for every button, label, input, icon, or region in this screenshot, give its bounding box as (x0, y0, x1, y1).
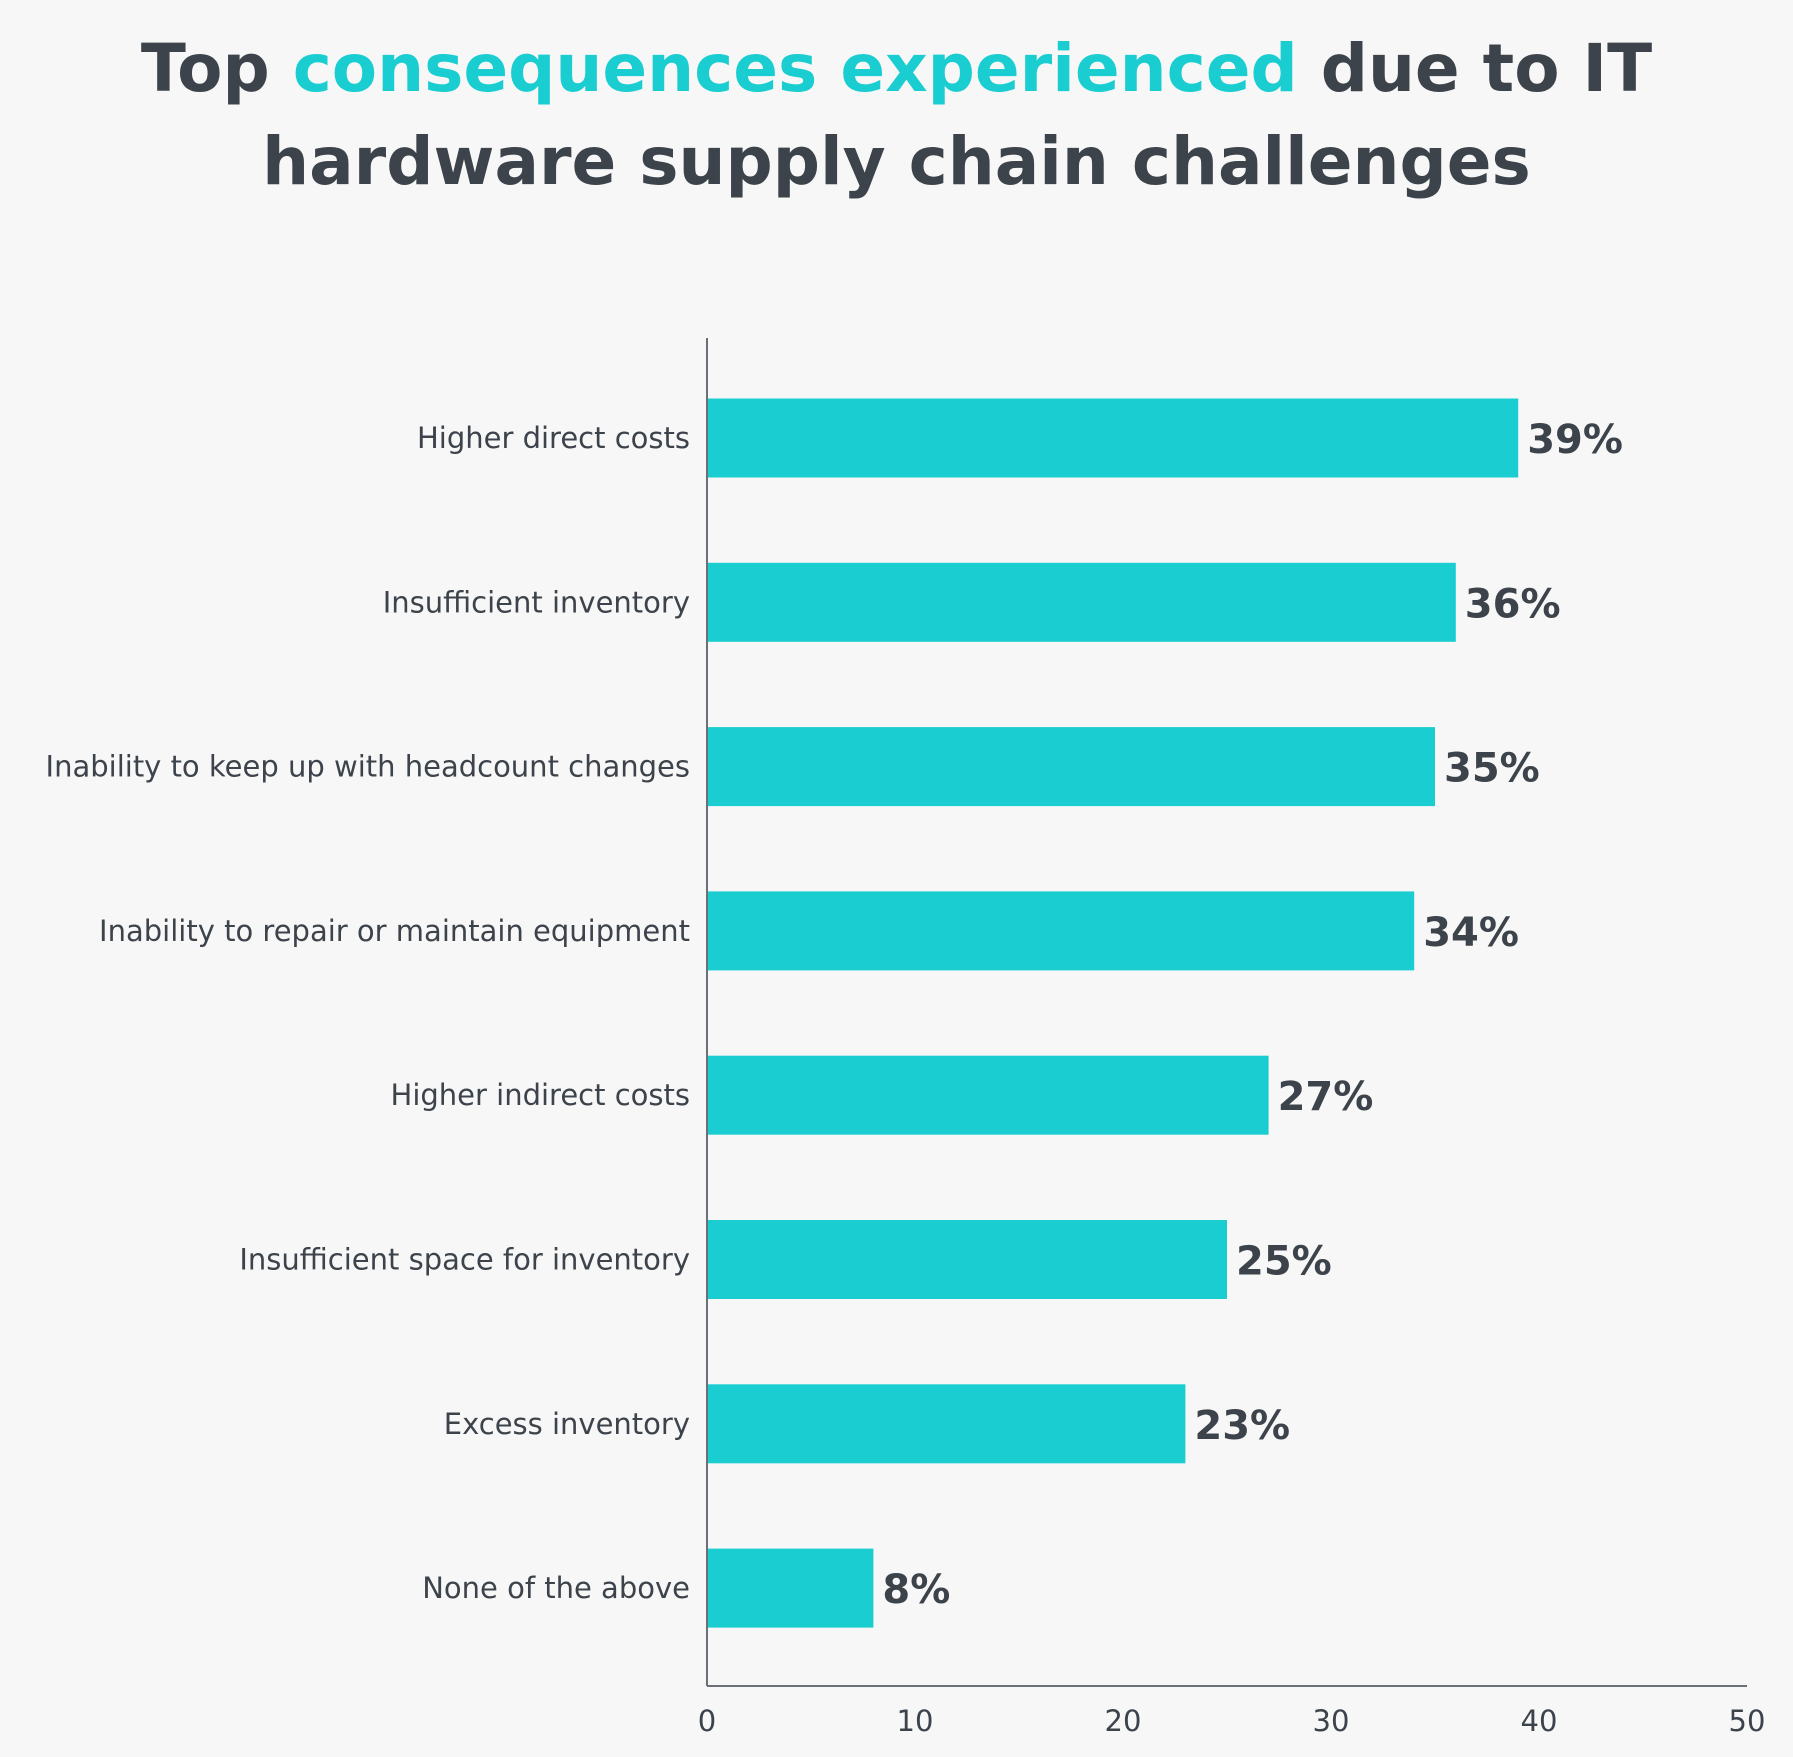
category-label: Excess inventory (444, 1407, 690, 1441)
bar (707, 1055, 1269, 1135)
value-label: 36% (1465, 581, 1561, 627)
x-tick-label: 40 (1521, 1704, 1558, 1738)
bar (707, 891, 1415, 971)
bar (707, 1384, 1186, 1464)
value-label: 39% (1527, 417, 1623, 463)
title-part-2: due to IT hardware supply chain challeng… (262, 30, 1653, 200)
bar (707, 398, 1519, 478)
bar (707, 562, 1456, 642)
value-label: 35% (1444, 746, 1540, 792)
x-tick-label: 0 (698, 1704, 716, 1738)
category-label: Inability to repair or maintain equipmen… (99, 914, 690, 948)
value-label: 8% (882, 1567, 950, 1613)
category-label: Higher direct costs (417, 421, 690, 455)
title-highlight: consequences experienced (292, 30, 1298, 107)
category-label: Insufficient inventory (383, 585, 690, 619)
x-tick-label: 10 (897, 1704, 934, 1738)
title-part-1: Top (140, 30, 293, 107)
x-tick-label: 20 (1105, 1704, 1142, 1738)
bar (707, 727, 1435, 807)
value-label: 27% (1278, 1074, 1374, 1120)
x-tick-label: 30 (1313, 1704, 1350, 1738)
value-label: 23% (1194, 1403, 1290, 1449)
category-label: Inability to keep up with headcount chan… (46, 750, 690, 784)
x-tick-label: 50 (1729, 1704, 1766, 1738)
chart-title: Top consequences experienced due to IT h… (0, 22, 1793, 208)
bar (707, 1548, 874, 1628)
value-label: 34% (1423, 910, 1519, 956)
bar (707, 1220, 1227, 1299)
category-label: Higher indirect costs (391, 1078, 690, 1112)
value-label: 25% (1236, 1239, 1332, 1285)
category-label: None of the above (422, 1571, 690, 1605)
category-label: Insufficient space for inventory (239, 1243, 690, 1277)
